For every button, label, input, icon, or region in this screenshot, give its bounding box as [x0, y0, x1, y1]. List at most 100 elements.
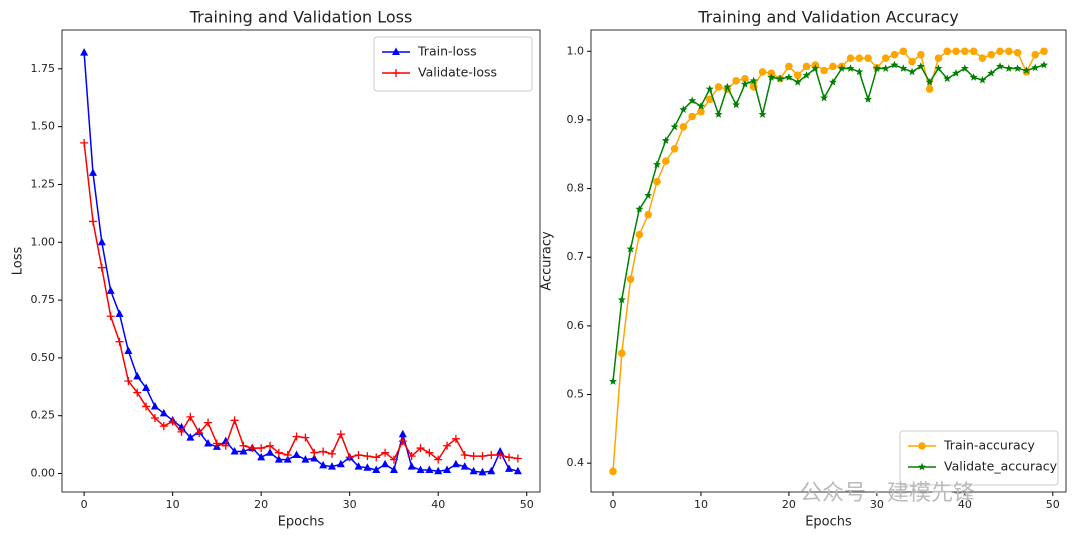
marker [626, 275, 635, 283]
marker [802, 62, 811, 71]
x-tick-label: 0 [609, 498, 616, 511]
marker [354, 451, 363, 460]
marker [961, 47, 969, 56]
marker [80, 48, 89, 56]
marker [292, 450, 301, 459]
series-line [612, 64, 1045, 382]
marker [864, 54, 872, 62]
marker [925, 77, 934, 86]
marker [846, 64, 855, 72]
marker [1040, 60, 1048, 69]
marker [142, 383, 151, 391]
marker [80, 138, 89, 147]
marker [266, 441, 275, 450]
marker [204, 438, 213, 447]
y-tick-label: 1.0 [567, 44, 585, 57]
marker [1013, 64, 1022, 72]
marker [670, 144, 679, 153]
marker [434, 466, 443, 475]
legend-label: Validate-loss [418, 65, 497, 80]
plot-frame [590, 29, 1067, 493]
marker [802, 71, 811, 79]
marker [336, 430, 345, 439]
marker [389, 465, 398, 474]
series-line [612, 50, 1045, 472]
marker [354, 462, 363, 470]
marker [696, 102, 705, 110]
marker [679, 122, 688, 131]
x-tick-label: 30 [343, 498, 357, 511]
marker [257, 452, 266, 461]
marker [230, 447, 239, 455]
marker [186, 412, 195, 421]
x-tick-label: 0 [81, 498, 88, 511]
marker [106, 286, 115, 294]
y-axis-label: Loss [11, 247, 26, 276]
marker [274, 448, 283, 457]
marker [1031, 63, 1040, 72]
marker [381, 448, 390, 457]
marker [1022, 66, 1031, 74]
marker [925, 85, 934, 93]
marker [1040, 47, 1048, 56]
marker [451, 459, 460, 468]
marker [881, 64, 890, 72]
marker [609, 377, 617, 385]
marker [705, 95, 714, 104]
marker [996, 47, 1004, 56]
y-tick-label: 1.75 [31, 62, 56, 75]
marker [661, 157, 670, 165]
marker [257, 444, 266, 453]
marker [969, 47, 978, 56]
marker [133, 371, 142, 380]
marker [407, 452, 416, 461]
marker [195, 429, 204, 438]
marker [327, 449, 336, 458]
marker [740, 80, 749, 88]
legend-label: Validate_accuracy [944, 459, 1058, 474]
marker [407, 462, 416, 470]
marker [652, 160, 661, 168]
legend-box [373, 36, 533, 92]
marker [301, 455, 310, 463]
marker [899, 47, 908, 56]
marker [916, 62, 925, 70]
marker [460, 451, 469, 460]
y-tick-label: 1.00 [31, 235, 56, 248]
y-axis-label: Accuracy [540, 231, 555, 291]
marker [513, 454, 522, 463]
marker [177, 427, 186, 436]
marker [443, 441, 452, 450]
marker [469, 452, 478, 461]
marker [644, 210, 652, 219]
y-tick-label: 0.9 [567, 113, 585, 126]
marker [918, 442, 926, 450]
marker [776, 74, 785, 83]
marker [978, 75, 987, 84]
marker [469, 466, 478, 475]
marker [487, 451, 496, 460]
marker [150, 401, 159, 410]
marker [230, 416, 239, 425]
y-tick-label: 0.6 [567, 319, 585, 332]
marker [626, 244, 635, 253]
marker [918, 462, 926, 471]
x-axis-label: Epochs [278, 515, 325, 530]
chart-title: Training and Validation Accuracy [697, 8, 959, 27]
marker [310, 453, 319, 462]
y-tick-label: 0.00 [31, 467, 56, 480]
marker [434, 455, 443, 464]
marker [793, 71, 802, 80]
marker [381, 459, 390, 468]
x-tick-label: 40 [431, 498, 445, 511]
marker [345, 453, 354, 462]
marker [505, 453, 514, 462]
x-tick-label: 10 [166, 498, 180, 511]
marker [319, 447, 328, 456]
marker [513, 466, 522, 475]
marker [820, 93, 829, 102]
marker [221, 441, 230, 450]
x-tick-label: 50 [1046, 498, 1060, 511]
marker [670, 122, 679, 131]
marker [363, 463, 372, 471]
